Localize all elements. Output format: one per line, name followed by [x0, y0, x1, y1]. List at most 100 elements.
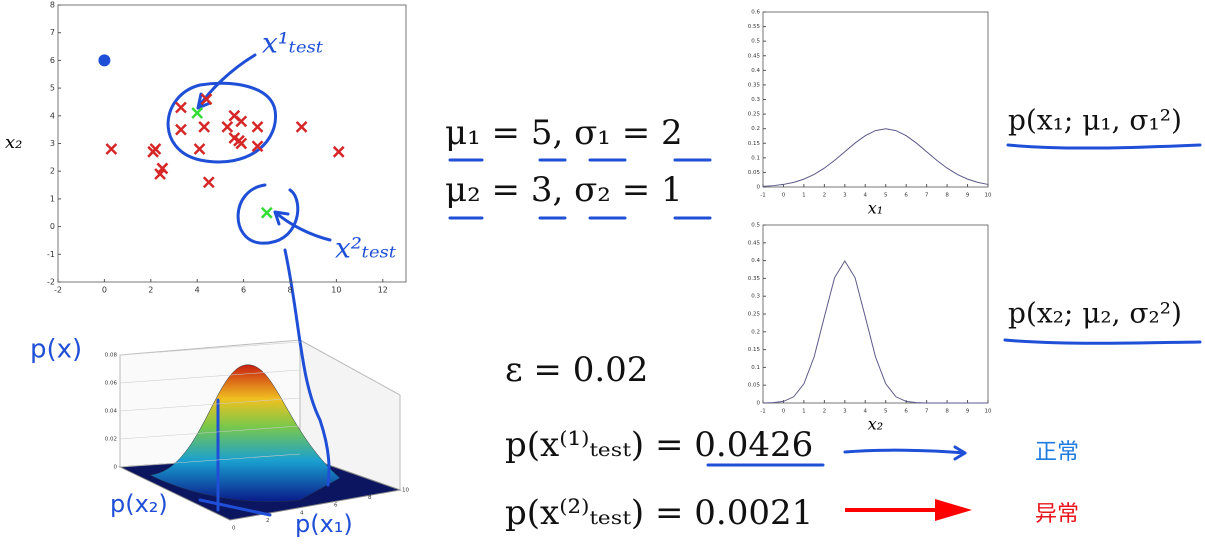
- grid-line: [119, 341, 301, 356]
- x-tick-label: -2: [54, 286, 62, 295]
- y-tick-label: 2: [50, 167, 55, 176]
- x-tick-label: 8: [287, 286, 292, 295]
- point: [149, 143, 162, 155]
- surface-bump: [149, 364, 341, 502]
- circle: [166, 81, 278, 164]
- y-tick-label: 0.6: [751, 10, 760, 16]
- x-tick-label: 4: [864, 193, 868, 199]
- underline: [1003, 143, 1202, 345]
- x-tick-label: 10: [985, 193, 992, 199]
- underline: [448, 158, 825, 467]
- y-tick-label: 5: [50, 84, 55, 93]
- point: [251, 120, 264, 133]
- grid-line: [119, 397, 301, 412]
- y-tick-label: 6: [50, 56, 55, 65]
- formula: μ₂ = 3, σ₂ = 1: [445, 170, 683, 210]
- y-tick-label: 0: [757, 185, 761, 191]
- curve: [762, 260, 988, 404]
- annotation: x¹ₜₑₛₜ: [262, 27, 323, 60]
- grid-line: [119, 425, 301, 440]
- y-tick-label: 3: [50, 139, 55, 148]
- y-tick-label: 0.3: [751, 97, 760, 103]
- y-tick-label: 0.15: [748, 141, 761, 147]
- x-tick-label: 0: [232, 526, 236, 532]
- z-tick-label: 0.06: [105, 381, 118, 387]
- x-tick-label: 6: [904, 409, 908, 415]
- point: [175, 101, 187, 114]
- formula: ε = 0.02: [505, 350, 648, 390]
- x-tick-label: 4: [195, 286, 200, 295]
- curve: [283, 248, 331, 487]
- x-tick-label: 2: [823, 409, 827, 415]
- x-tick-label: 10: [985, 409, 992, 415]
- point: [154, 168, 166, 180]
- point: [235, 115, 248, 128]
- y-tick-label: 0.1: [751, 155, 760, 161]
- point: [332, 145, 345, 158]
- y-tick-label: 8: [50, 1, 55, 10]
- x-tick-label: 6: [241, 286, 246, 295]
- annotation: p(x₂): [110, 490, 168, 518]
- y-tick-label: 7: [50, 28, 55, 37]
- x-tick-label: 9: [966, 193, 970, 199]
- x-tick-label: 1: [802, 409, 806, 415]
- plot-frame: [762, 224, 989, 404]
- x-axis-label: x₂: [868, 415, 883, 434]
- x-tick-label: 8: [945, 409, 949, 415]
- x-tick-label: 4: [864, 409, 868, 415]
- x-tick-label: 2: [148, 286, 153, 295]
- formula: p(x₁; μ₁, σ₁²): [1008, 104, 1182, 137]
- grid-line: [119, 369, 301, 384]
- status-label: 正常: [1035, 440, 1079, 465]
- curve: [198, 398, 272, 517]
- x-tick-label: 10: [331, 286, 341, 295]
- y-tick-label: 0: [50, 222, 55, 231]
- x-tick-label: 9: [966, 409, 970, 415]
- x-tick-label: 2: [266, 518, 270, 524]
- y-tick-label: 0.5: [751, 39, 760, 45]
- y-tick-label: 0.25: [748, 112, 761, 118]
- x-tick-label: 6: [334, 503, 338, 509]
- x-tick-label: 0: [782, 409, 786, 415]
- y-axis-label: x₂: [5, 132, 22, 153]
- arrow: [273, 210, 332, 242]
- y-tick-label: 0.2: [751, 329, 760, 335]
- x-tick-label: 1: [802, 193, 806, 199]
- x-tick-label: 3: [843, 193, 847, 199]
- handwriting: [166, 53, 1202, 517]
- point: [191, 107, 204, 119]
- annotation: p(x): [30, 335, 82, 365]
- x-tick-label: 3: [843, 409, 847, 415]
- point: [251, 140, 264, 153]
- plot-frame: [762, 11, 989, 188]
- x-tick-label: -1: [760, 193, 765, 199]
- y-tick-label: 1: [50, 194, 55, 203]
- y-tick-label: 0.5: [751, 223, 760, 229]
- x-axis-label: x₁: [868, 199, 883, 218]
- curve: [762, 128, 989, 187]
- x-tick-label: 8: [368, 495, 372, 501]
- x-tick-label: 7: [925, 193, 929, 199]
- y-tick-label: 0.25: [748, 312, 761, 318]
- status-label: 异常: [1035, 502, 1079, 527]
- y-tick-label: 0.4: [751, 68, 760, 74]
- y-tick-label: 0.35: [748, 82, 761, 88]
- grid-line: [119, 453, 301, 468]
- y-tick-label: 0.05: [748, 170, 761, 176]
- y-tick-label: 0.55: [748, 24, 761, 30]
- y-tick-label: 0.4: [751, 258, 760, 264]
- y-tick-label: 0.1: [751, 365, 760, 371]
- y-tick-label: 0.05: [748, 383, 761, 389]
- z-tick-label: 0.08: [105, 353, 118, 359]
- formula: μ₁ = 5, σ₁ = 2: [445, 113, 683, 153]
- arrow-head: [935, 499, 972, 521]
- point: [175, 123, 187, 136]
- x-tick-label: 5: [884, 193, 888, 199]
- formula: p(x⁽²⁾ₜₑₛₜ) = 0.0021: [505, 493, 813, 533]
- formula: p(x₂; μ₂, σ₂²): [1008, 297, 1182, 330]
- x-tick-label: 0: [782, 193, 786, 199]
- y-tick-label: 0.3: [751, 294, 760, 300]
- x-tick-label: 5: [884, 409, 888, 415]
- x-tick-label: 4: [300, 510, 304, 516]
